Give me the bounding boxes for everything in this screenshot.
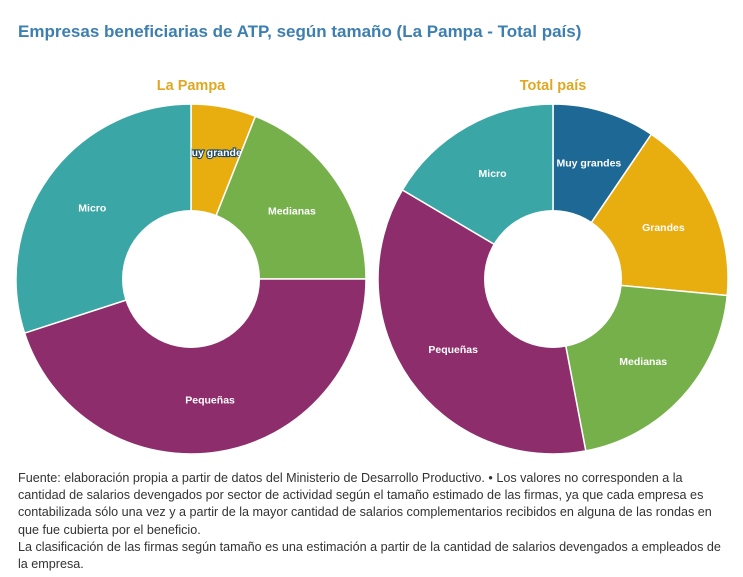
slice-label-muy-grandes: Muy grandes [556,157,621,169]
footer-source: Fuente: elaboración propia a partir de d… [18,471,712,537]
donut-hole [122,210,260,348]
slice-label-medianas: Medianas [619,356,667,368]
slice-label-micro: Micro [479,168,507,180]
slice-pequenas[interactable] [377,188,587,455]
chart-title: Empresas beneficiarias de ATP, según tam… [18,22,582,41]
donut-la-pampa: La Pampa Muy grandes Medianas Pequeñas Micro [15,78,367,455]
donut-title-total-pais: Total país [520,78,587,94]
slice-label-micro: Micro [78,202,106,214]
slice-label-muy-grandes: Muy grandes [183,147,248,159]
slice-pequenas[interactable] [23,278,367,455]
donut-title-la-pampa: La Pampa [157,78,226,94]
donut-total-pais: Total país Muy grandes Grandes Medianas Pequ… [377,78,729,455]
footer-notes: Fuente: elaboración propia a partir de d… [18,470,730,573]
slice-label-grandes: Grandes [642,222,685,234]
slice-label-pequenas: Pequeñas [428,344,478,356]
donut-hole [484,210,622,348]
donut-charts: La Pampa Muy grandes Medianas Pequeñas Micro… [15,78,729,455]
slice-label-medianas: Medianas [268,205,316,217]
slice-label-pequenas: Pequeñas [185,394,235,406]
footer-classification: La clasificación de las firmas según tam… [18,539,721,572]
